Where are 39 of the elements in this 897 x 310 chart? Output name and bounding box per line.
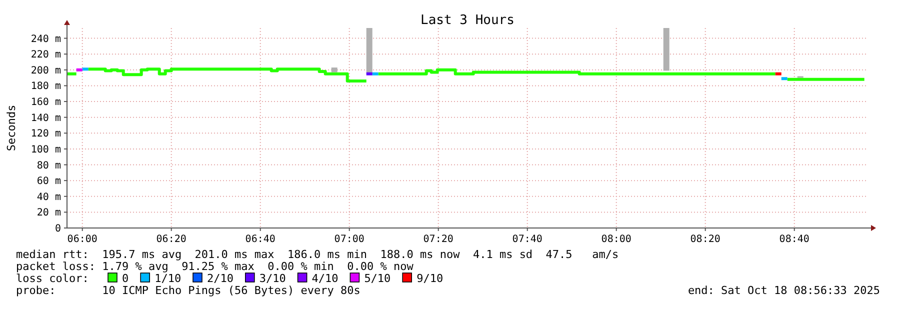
legend-label: 2/10 bbox=[207, 272, 234, 285]
y-tick-label: 200 m bbox=[30, 65, 61, 76]
x-tick-label: 07:00 bbox=[334, 234, 364, 245]
legend-label: 0 bbox=[122, 272, 129, 285]
y-tick-label: 240 m bbox=[30, 34, 61, 45]
x-tick-label: 07:20 bbox=[423, 234, 454, 245]
y-tick-label: 220 m bbox=[30, 50, 61, 61]
bar bbox=[331, 68, 338, 72]
y-tick-label: 40 m bbox=[36, 192, 61, 203]
chart-title: Last 3 Hours bbox=[420, 13, 514, 28]
y-tick-label: 180 m bbox=[30, 81, 61, 92]
legend-label: 1/10 bbox=[154, 272, 182, 285]
legend-title: loss color: bbox=[16, 272, 89, 285]
x-tick-label: 06:20 bbox=[156, 234, 186, 245]
text: median rtt: 195.7 ms avg 201.0 ms max 186.0 ms min 188.0 ms now 4.1 ms sd 47.5 am/s bbox=[16, 248, 619, 261]
legend-label: 9/10 bbox=[416, 272, 444, 285]
legend-label: 3/10 bbox=[259, 272, 286, 285]
y-tick-label: 0 bbox=[54, 224, 61, 234]
legend-label: 5/10 bbox=[364, 272, 391, 285]
y-tick-label: 20 m bbox=[36, 208, 61, 219]
y-tick-label: 120 m bbox=[30, 128, 61, 140]
bar bbox=[366, 28, 372, 74]
text: packet loss: 1.79 % avg 91.25 % max 0.00 % min 0.00 % now bbox=[16, 260, 414, 273]
x-tick-label: 06:40 bbox=[245, 234, 276, 245]
y-axis-title: Seconds bbox=[5, 104, 18, 152]
x-tick-label: 06:00 bbox=[67, 234, 98, 245]
y-tick-label: 140 m bbox=[30, 112, 61, 124]
y-tick-label: 160 m bbox=[30, 97, 61, 108]
x-tick-label: 08:40 bbox=[779, 234, 810, 245]
x-tick-label: 08:20 bbox=[690, 234, 720, 245]
text: end: Sat Oct 18 08:56:33 2025 bbox=[688, 284, 880, 297]
y-tick-label: 60 m bbox=[36, 176, 61, 188]
y-tick-label: 80 m bbox=[36, 160, 61, 172]
text: probe: 10 ICMP Echo Pings (56 Bytes) every 80s bbox=[16, 284, 360, 297]
legend-label: 4/10 bbox=[312, 272, 338, 285]
y-tick-label: 100 m bbox=[30, 144, 61, 156]
bar bbox=[663, 28, 670, 71]
x-tick-label: 07:40 bbox=[512, 234, 542, 245]
x-tick-label: 08:00 bbox=[601, 234, 632, 245]
